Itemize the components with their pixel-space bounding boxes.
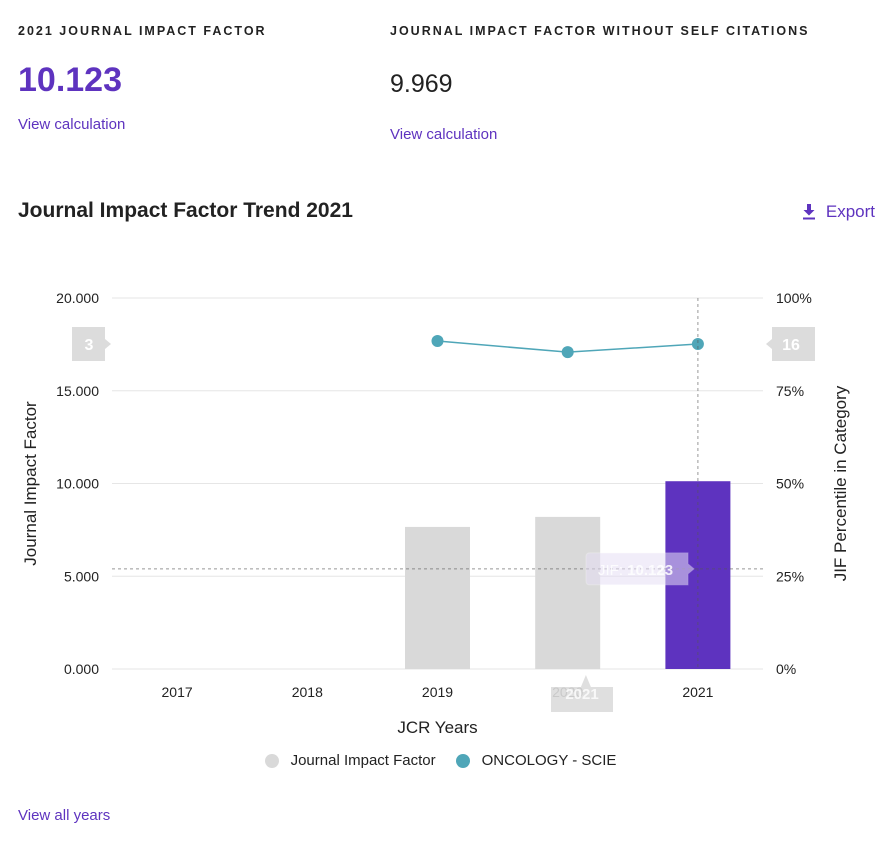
jif-label: 2021 JOURNAL IMPACT FACTOR <box>18 24 267 38</box>
y2-tick-label: 75% <box>776 383 804 399</box>
x-axis-flag <box>551 675 613 712</box>
x-axis-ticks: 20172018201920202021 <box>162 684 714 700</box>
x-axis-flag-label: 2021 <box>565 686 598 703</box>
line-point <box>431 335 444 348</box>
jif-no-self-citations-metric: JOURNAL IMPACT FACTOR WITHOUT SELF CITAT… <box>390 24 809 144</box>
line-point <box>691 338 704 351</box>
jif-no-self-citations-value: 9.969 <box>390 70 453 98</box>
x-tick-label: 2017 <box>162 684 193 700</box>
bar <box>405 526 470 669</box>
export-button[interactable]: Export <box>802 202 875 222</box>
legend-label-oncology: ONCOLOGY - SCIE <box>481 752 617 769</box>
line-series <box>431 335 704 359</box>
x-tick-label: 2019 <box>422 684 453 700</box>
line-point <box>561 346 574 359</box>
y-tick-label: 20.000 <box>56 290 99 306</box>
y-tick-label: 5.000 <box>64 568 99 584</box>
jif-view-calculation-link[interactable]: View calculation <box>18 116 126 133</box>
legend-dot-jif <box>264 753 279 768</box>
x-tick-label: 2018 <box>292 684 323 700</box>
y2-axis-ticks: 0% 25% 50% 75% 100% <box>776 290 812 677</box>
y2-tick-label: 25% <box>776 568 804 584</box>
tooltip-box <box>585 552 695 586</box>
right-axis-flag <box>766 327 815 362</box>
x-axis-label: JCR Years <box>397 718 477 737</box>
y2-tick-label: 50% <box>776 476 804 492</box>
x-tick-label: 2021 <box>682 684 713 700</box>
export-label: Export <box>825 202 875 221</box>
left-axis-flag-label: 3 <box>85 337 94 354</box>
tooltip-text: JIF: 10.123 <box>598 562 673 579</box>
y2-axis-label: JIF Percentile in Category <box>831 385 850 581</box>
y-tick-label: 10.000 <box>56 476 99 492</box>
jif-no-self-citations-label: JOURNAL IMPACT FACTOR WITHOUT SELF CITAT… <box>390 24 810 38</box>
y-axis-ticks: 0.000 5.000 10.000 15.000 20.000 <box>56 290 99 677</box>
y-tick-label: 15.000 <box>56 383 99 399</box>
legend-item-jif[interactable]: Journal Impact Factor <box>264 752 436 769</box>
bar <box>535 516 601 669</box>
download-icon <box>802 204 815 220</box>
view-all-years-link[interactable]: View all years <box>18 807 111 824</box>
y2-tick-label: 0% <box>776 661 796 677</box>
right-axis-flag-label: 16 <box>782 337 800 354</box>
jif-value: 10.123 <box>18 61 122 99</box>
trend-title: Journal Impact Factor Trend 2021 <box>18 199 353 222</box>
jif-trend-chart[interactable]: 0.000 5.000 10.000 15.000 20.000 0% 25% 50% 75%… <box>0 250 889 750</box>
jif-metric: 2021 JOURNAL IMPACT FACTOR 10.123 View c… <box>18 24 267 134</box>
y-tick-label: 0.000 <box>64 661 99 677</box>
legend-dot-oncology <box>455 753 470 768</box>
y2-tick-label: 100% <box>776 290 812 306</box>
crosshair: 3 16 2021 JIF: 10.123 <box>72 298 815 712</box>
legend-item-oncology[interactable]: ONCOLOGY - SCIE <box>455 752 617 769</box>
left-axis-flag <box>72 327 111 362</box>
legend-label-jif: Journal Impact Factor <box>290 752 436 769</box>
jif-no-self-citations-view-calculation-link[interactable]: View calculation <box>390 126 498 143</box>
y-axis-label: Journal Impact Factor <box>21 401 40 566</box>
chart-legend: Journal Impact Factor ONCOLOGY - SCIE <box>0 752 889 769</box>
